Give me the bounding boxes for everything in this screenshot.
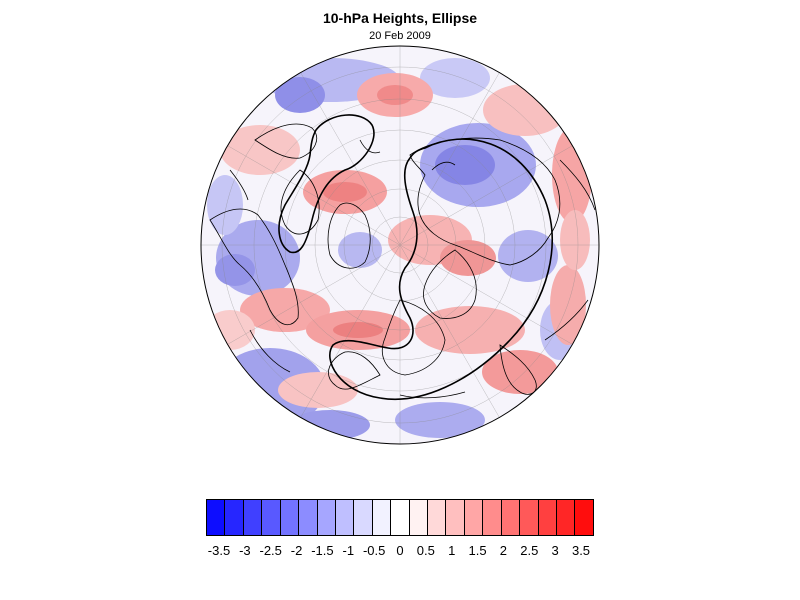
colorbar-tick-label: 1.5 (468, 543, 487, 558)
map-boundary (200, 45, 600, 445)
colorbar (206, 499, 594, 536)
colorbar-tick-label: 3 (551, 543, 559, 558)
colorbar-tick-label: 0.5 (416, 543, 435, 558)
map-title: 10-hPa Heights, Ellipse (322, 10, 478, 26)
colorbar-cell (446, 500, 465, 535)
colorbar-cell (335, 500, 355, 535)
colorbar-cell (428, 500, 447, 535)
map-subtitle: 20 Feb 2009 (369, 30, 431, 42)
colorbar-tick-label: -1.5 (311, 543, 334, 558)
colorbar-cell (225, 500, 244, 535)
colorbar-cell (483, 500, 502, 535)
colorbar-tick-label: 1 (448, 543, 456, 558)
colorbar-tick-label: -2 (290, 543, 303, 558)
colorbar-cell (280, 500, 300, 535)
colorbar-cell (557, 500, 576, 535)
colorbar-tick-label: 2 (499, 543, 508, 558)
colorbar-cell (538, 500, 558, 535)
colorbar-cell (575, 500, 593, 535)
colorbar-cell (501, 500, 521, 535)
colorbar-tick-label: -0.5 (362, 543, 386, 558)
colorbar-tick-label: -3 (239, 543, 251, 558)
colorbar-cell (391, 500, 410, 535)
colorbar-cell (464, 500, 484, 535)
colorbar-cell (243, 500, 263, 535)
colorbar-cell (409, 500, 429, 535)
colorbar-tick-label: 2.5 (520, 543, 539, 558)
colorbar-cell (207, 500, 226, 535)
colorbar-tick-label: -2.5 (259, 543, 282, 558)
colorbar-cell (317, 500, 336, 535)
colorbar-tick-label: 3.5 (571, 543, 591, 558)
colorbar-cell (299, 500, 318, 535)
ellipse-contour (278, 114, 553, 400)
colorbar-ticks: -3.5 -3 -2.5 -2 -1.5 -1 -0.5 0 0.5 1 1.5 2 2.5 3 3.5 (206, 543, 594, 561)
colorbar-cell (354, 500, 373, 535)
colorbar-cell (262, 500, 281, 535)
colorbar-tick-label: 0 (396, 543, 404, 558)
colorbar-cell (372, 500, 392, 535)
colorbar-tick-label: -3.5 (207, 543, 231, 558)
coastlines (209, 123, 596, 399)
colorbar-tick-label: -1 (342, 543, 355, 558)
colorbar-cell (520, 500, 539, 535)
